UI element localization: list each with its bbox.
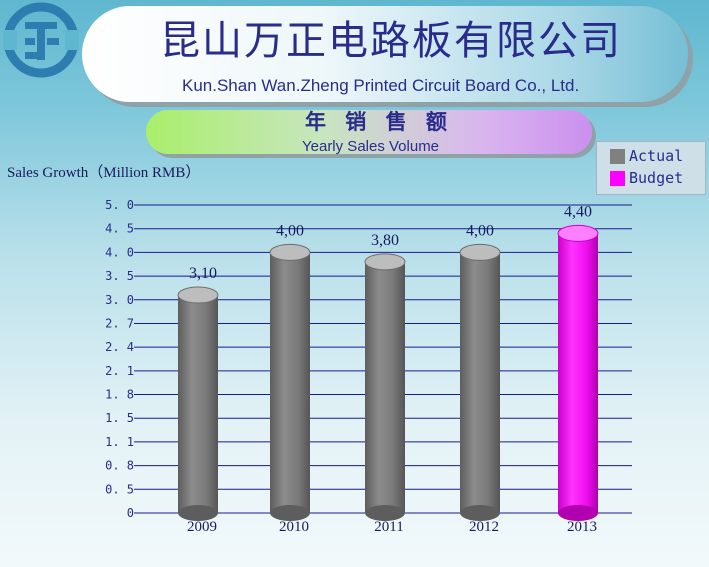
title-banner <box>82 6 688 102</box>
chart-title: Sales Growth（Million RMB） <box>7 165 201 181</box>
y-tick-label: 1. 1 <box>105 435 134 449</box>
y-tick-label: 1. 5 <box>105 411 134 425</box>
y-tick-label: 0. 8 <box>105 459 134 473</box>
subtitle-en: Yearly Sales Volume <box>302 138 440 155</box>
chart-legend: Actual Budget <box>596 141 706 195</box>
y-tick-label: 3. 5 <box>105 269 134 283</box>
legend-label-actual: Actual <box>629 147 684 165</box>
y-tick-label: 0 <box>127 506 134 520</box>
bar-2012 <box>459 243 501 521</box>
x-tick-label: 2010 <box>279 519 309 535</box>
y-tick-label: 4. 5 <box>105 222 134 236</box>
value-label: 4,00 <box>276 222 304 239</box>
subtitle-cn: 年 销 售 额 <box>305 109 453 134</box>
y-tick-label: 2. 1 <box>105 364 134 378</box>
company-name-cn: 昆山万正电路板有限公司 <box>160 18 622 64</box>
bar-2013 <box>557 224 599 521</box>
bar-2011 <box>364 253 406 521</box>
bar-2009 <box>177 286 219 521</box>
company-logo <box>3 2 79 78</box>
subtitle-banner <box>146 110 592 154</box>
legend-item-actual: Actual <box>610 146 683 166</box>
y-tick-label: 4. 0 <box>105 245 134 259</box>
x-tick-label: 2011 <box>374 519 403 535</box>
y-tick-label: 5. 0 <box>105 198 134 212</box>
legend-item-budget: Budget <box>610 168 683 188</box>
legend-swatch-actual <box>610 148 625 164</box>
x-tick-label: 2013 <box>567 519 597 535</box>
y-tick-label: 2. 7 <box>105 316 134 330</box>
y-tick-label: 1. 8 <box>105 388 134 402</box>
legend-swatch-budget <box>610 170 625 186</box>
x-tick-label: 2012 <box>469 519 499 535</box>
y-tick-label: 3. 0 <box>105 293 134 307</box>
y-tick-label: 2. 4 <box>105 340 134 354</box>
y-tick-label: 0. 5 <box>105 482 134 496</box>
bar-2010 <box>269 243 311 521</box>
value-label: 4,40 <box>564 203 592 220</box>
x-tick-label: 2009 <box>187 519 217 535</box>
company-name-en: Kun.Shan Wan.Zheng Printed Circuit Board… <box>182 76 580 95</box>
value-label: 4,00 <box>466 222 494 239</box>
value-label: 3,10 <box>189 265 217 282</box>
legend-label-budget: Budget <box>629 169 684 187</box>
value-label: 3,80 <box>371 232 399 249</box>
